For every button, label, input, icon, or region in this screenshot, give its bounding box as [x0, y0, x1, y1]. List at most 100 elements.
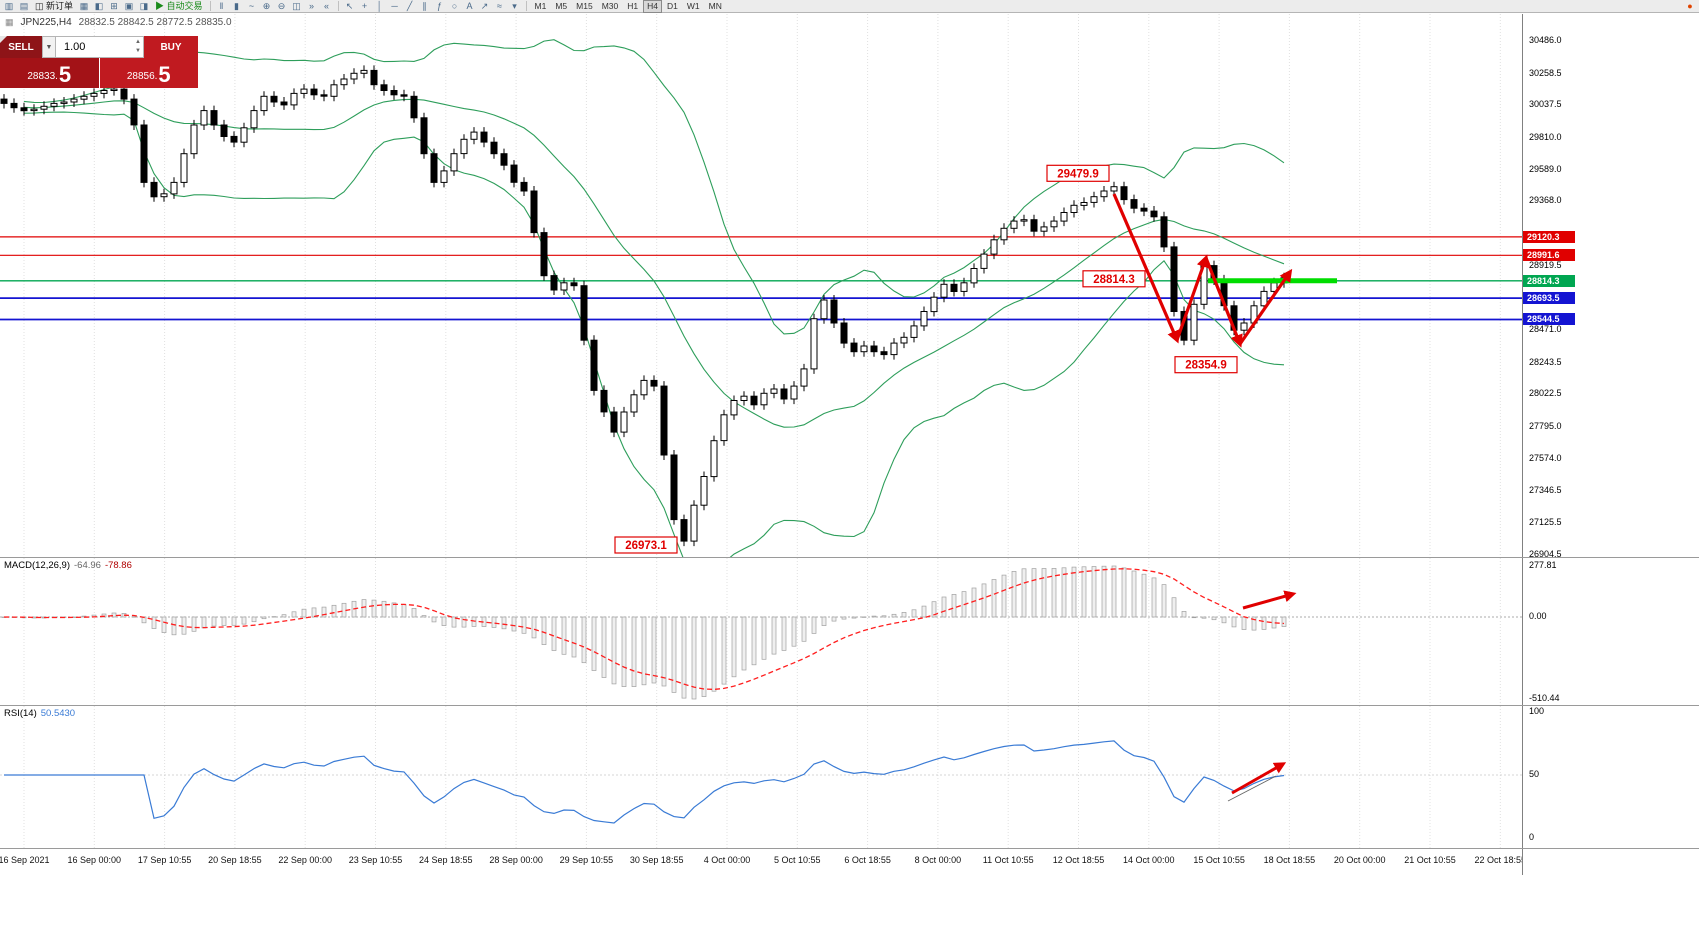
macd-axis-label: 0.00	[1529, 611, 1547, 621]
volume-down-arrow[interactable]: ▼	[135, 48, 141, 54]
timeframe-h4[interactable]: H4	[643, 0, 662, 13]
volume-input[interactable]: 1.00 ▲ ▼	[56, 36, 144, 58]
ask-price-small: 28856.	[126, 71, 158, 82]
bollinger-lower-band	[23, 111, 1285, 557]
sell-button[interactable]: SELL	[0, 36, 42, 58]
timeframe-d1[interactable]: D1	[667, 0, 678, 11]
price-axis-label: 29368.0	[1529, 195, 1562, 206]
time-axis[interactable]: 16 Sep 2021 16 Sep 00:00 17 Sep 10:55 20 Se…	[0, 849, 1526, 875]
indicators-icon[interactable]: ≈	[497, 1, 502, 11]
bollinger-upper-band	[23, 39, 1285, 335]
price-axis-label: 29810.0	[1529, 131, 1562, 142]
crosshair-icon[interactable]: +	[361, 1, 368, 11]
vertical-line-icon[interactable]: │	[376, 1, 383, 11]
equidistant-channel-icon[interactable]: ∥	[422, 1, 427, 11]
price-axis-label: 30037.5	[1529, 99, 1562, 110]
price-axis-label: 27795.0	[1529, 421, 1562, 432]
timeframe-mn[interactable]: MN	[708, 0, 722, 11]
autotrading-button[interactable]: ▶ 自动交易	[155, 1, 203, 11]
timeframe-h1[interactable]: H1	[627, 0, 639, 11]
price-axis-label: 30486.0	[1529, 34, 1562, 45]
volume-value: 1.00	[64, 41, 86, 53]
timeframe-w1[interactable]: W1	[686, 0, 700, 11]
auto-scroll-icon[interactable]: »	[309, 1, 315, 11]
panel-separator[interactable]	[0, 557, 1699, 558]
timeframe-m15[interactable]: M15	[576, 0, 593, 11]
bid-price[interactable]: 28833. 5	[0, 58, 99, 88]
panel-separator[interactable]	[0, 705, 1699, 706]
community-icon[interactable]: ●	[1687, 1, 1693, 11]
new-order-button[interactable]: ◫ 新订单	[35, 1, 74, 11]
macd-panel[interactable]	[0, 558, 1522, 705]
price-axis-label: 29589.0	[1529, 163, 1562, 174]
macd-histogram	[1, 565, 1287, 700]
trend-arrow[interactable]	[1204, 257, 1243, 348]
buy-button[interactable]: BUY	[144, 36, 198, 58]
toolbar: ▥ ▤ ◫ 新订单 ▦ ◧ ⊞ ▣ ◨ ▶ 自动交易 ‖ ▮ ~ ⊕ ⊖ ◫ » « ↖ + │ ─ ╱ ∥ ƒ ○ A ↗ ≈ ▾ M1…	[0, 0, 1699, 13]
price-annotation-text: 29479.9	[1057, 168, 1099, 180]
timeframe-m30[interactable]: M30	[601, 0, 619, 11]
volume-dropdown[interactable]: ▼	[42, 36, 56, 58]
text-label-icon[interactable]: A	[466, 1, 473, 11]
strategy-tester-icon[interactable]: ◨	[139, 1, 149, 11]
time-axis-label: 24 Sep 18:55	[419, 855, 473, 865]
line-chart-icon[interactable]: ~	[248, 1, 255, 11]
data-window-icon[interactable]: ◧	[94, 1, 104, 11]
price-axis-label: 28919.5	[1529, 259, 1562, 270]
timeframe-m1[interactable]: M1	[534, 0, 547, 11]
bar-chart-icon[interactable]: ‖	[219, 1, 224, 11]
chart-header: ▦ JPN225,H4 28832.5 28842.5 28772.5 2883…	[5, 17, 232, 28]
macd-value-signal: -78.86	[104, 560, 132, 571]
chart-shift-icon[interactable]: «	[324, 1, 330, 11]
trendline-icon[interactable]: ╱	[406, 1, 413, 11]
indicators-dropdown[interactable]: ▾	[512, 1, 517, 11]
ask-price[interactable]: 28856. 5	[99, 58, 198, 88]
trend-arrow[interactable]	[1238, 268, 1293, 345]
timeframe-m5[interactable]: M5	[555, 0, 568, 11]
ask-price-big: 5	[158, 62, 171, 87]
price-axis[interactable]: 30486.0 30258.5 30037.5 29810.0 29589.0 29368…	[1522, 14, 1699, 875]
candlestick-chart[interactable]: 29479.9 28814.3 28354.9 26973.1	[0, 14, 1522, 557]
candlestick-chart-icon[interactable]: ▮	[234, 1, 239, 11]
price-level-badge: 28693.5	[1523, 292, 1575, 305]
volume-up-arrow[interactable]: ▲	[135, 39, 141, 45]
rsi-trendline[interactable]	[1227, 775, 1277, 802]
time-axis-label: 16 Sep 00:00	[67, 855, 122, 865]
rsi-value: 50.5430	[40, 708, 76, 719]
time-axis-label: 14 Oct 00:00	[1123, 855, 1175, 865]
horizontal-line-icon[interactable]: ─	[391, 1, 398, 11]
zoom-in-icon[interactable]: ⊕	[262, 1, 271, 11]
trend-arrow[interactable]	[1175, 254, 1210, 341]
trend-arrow[interactable]	[1112, 193, 1180, 344]
time-axis-label: 5 Oct 10:55	[774, 855, 821, 865]
shapes-icon[interactable]: ○	[451, 1, 458, 11]
time-axis-label: 15 Oct 10:55	[1193, 855, 1245, 865]
rsi-arrow[interactable]	[1231, 762, 1287, 795]
panel-separator[interactable]	[0, 848, 1699, 849]
time-axis-label: 28 Sep 00:00	[489, 855, 543, 865]
price-level-badge: 28544.5	[1523, 313, 1575, 326]
time-axis-label: 11 Oct 10:55	[982, 855, 1034, 865]
profiles-icon[interactable]: ▤	[19, 1, 29, 11]
rsi-axis-label: 50	[1529, 769, 1540, 779]
tile-windows-icon[interactable]: ◫	[292, 1, 301, 11]
macd-arrow[interactable]	[1242, 590, 1297, 610]
price-axis-label: 27346.5	[1529, 485, 1562, 496]
volume-stepper[interactable]: ▲ ▼	[135, 38, 141, 56]
market-watch-icon[interactable]: ▦	[79, 1, 89, 11]
terminal-icon[interactable]: ▣	[124, 1, 134, 11]
arrows-tool-icon[interactable]: ↗	[480, 1, 489, 11]
cursor-icon[interactable]: ↖	[345, 1, 354, 11]
navigator-icon[interactable]: ⊞	[110, 1, 118, 11]
time-axis-label: 12 Oct 18:55	[1052, 855, 1105, 865]
rsi-panel[interactable]	[0, 706, 1522, 848]
zoom-out-icon[interactable]: ⊖	[277, 1, 286, 11]
price-axis-label: 26904.5	[1529, 548, 1562, 559]
one-click-trading-panel: SELL ▼ 1.00 ▲ ▼ BUY 28833. 5 28856. 5	[0, 36, 198, 88]
rsi-label: RSI(14) 50.5430	[4, 708, 75, 719]
new-chart-icon[interactable]: ▥	[4, 1, 14, 11]
time-axis-label: 21 Oct 10:55	[1404, 855, 1456, 865]
fibonacci-icon[interactable]: ƒ	[437, 1, 443, 11]
panel-collapse-arrow[interactable]	[0, 36, 7, 43]
macd-axis-label: 277.81	[1529, 560, 1557, 570]
